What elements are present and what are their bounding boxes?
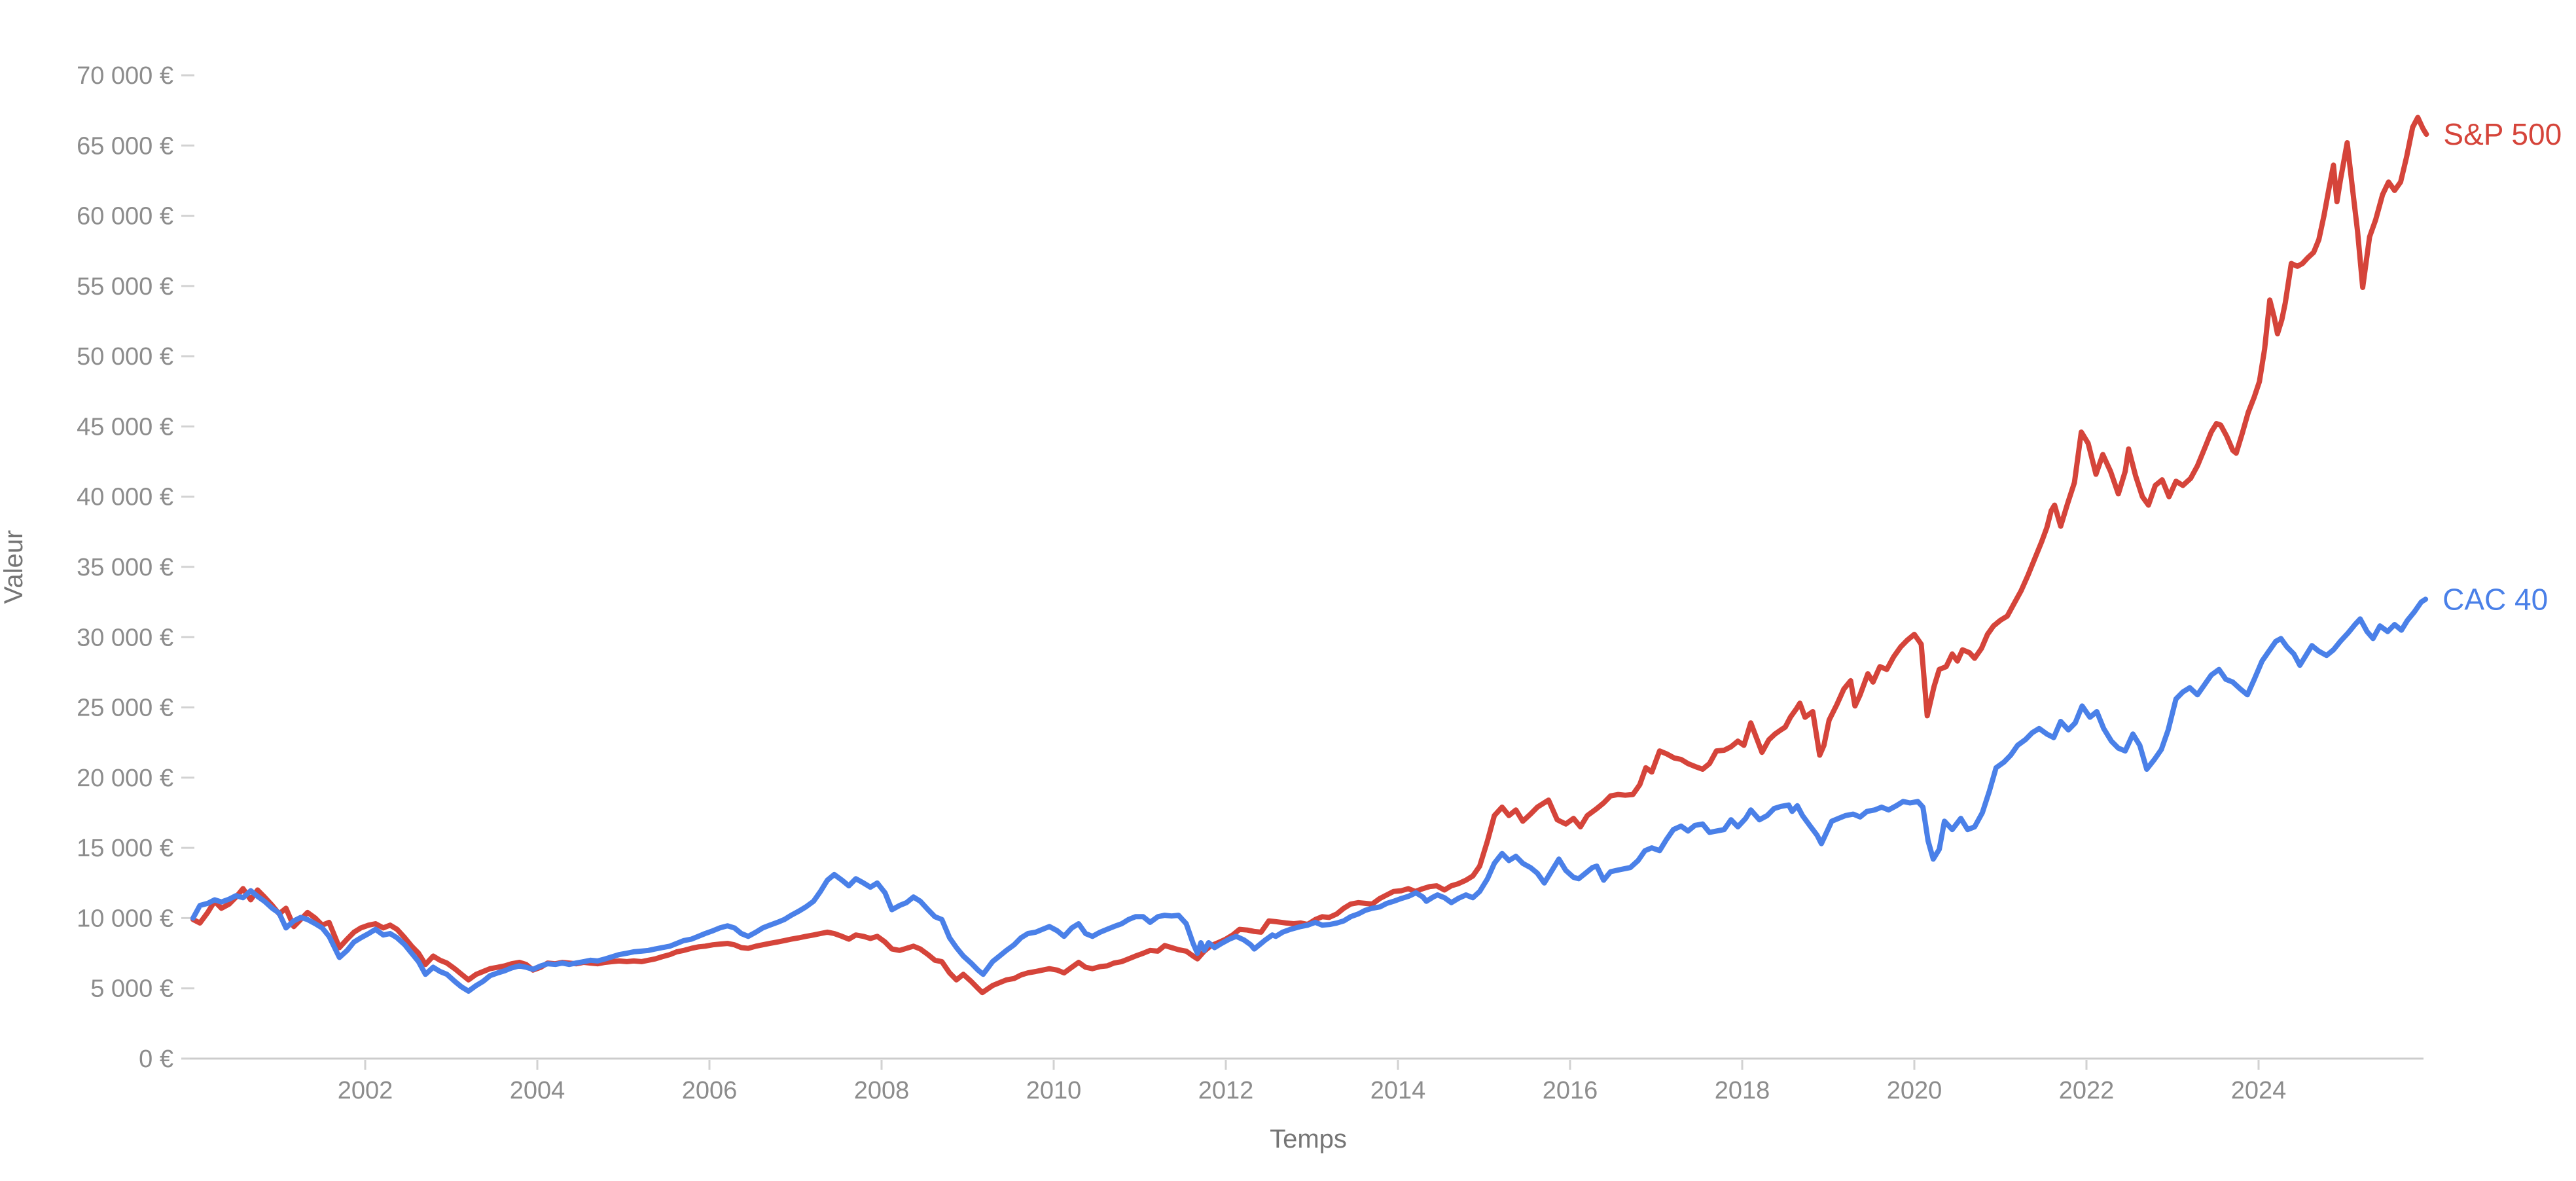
x-tick-label: 2022 [2059,1077,2115,1104]
x-axis: 2002 2004 2006 2008 2010 2012 2014 2016 2018 2020… [338,1060,2287,1104]
x-tick-label: 2024 [2231,1077,2287,1104]
y-tick-label: 55 000 € [77,273,173,300]
y-axis: 0 € 5 000 € 10 000 € 15 000 € 20 000 € 25 000… [77,62,194,1073]
x-tick-label: 2006 [682,1077,738,1104]
cac40-line[interactable] [190,596,2429,994]
y-tick-label: 5 000 € [90,975,173,1003]
y-tick-label: 50 000 € [77,343,173,371]
y-tick-label: 35 000 € [77,554,173,581]
y-tick-label: 10 000 € [77,905,173,932]
y-tick-label: 15 000 € [77,835,173,862]
y-tick-label: 30 000 € [77,624,173,651]
x-tick-label: 2010 [1026,1077,1082,1104]
y-tick-label: 25 000 € [77,695,173,722]
y-tick-label: 60 000 € [77,203,173,230]
series-label-cac40: CAC 40 [2442,582,2548,616]
x-tick-label: 2016 [1543,1077,1598,1104]
y-tick-label: 20 000 € [77,765,173,792]
series-label-sp500: S&P 500 [2443,117,2562,151]
sp500-line[interactable] [190,115,2429,996]
series-lines [190,115,2429,996]
x-tick-label: 2020 [1887,1077,1942,1104]
x-tick-label: 2014 [1370,1077,1426,1104]
x-tick-label: 2018 [1715,1077,1770,1104]
x-tick-label: 2002 [338,1077,393,1104]
y-tick-label: 70 000 € [77,62,173,90]
y-tick-label: 65 000 € [77,132,173,160]
x-tick-label: 2008 [854,1077,910,1104]
y-tick-label: 0 € [139,1045,173,1073]
x-tick-label: 2012 [1198,1077,1254,1104]
y-tick-label: 45 000 € [77,413,173,441]
y-tick-label: 40 000 € [77,484,173,511]
y-axis-title: Valeur [0,530,28,604]
x-axis-title: Temps [1270,1125,1347,1154]
x-tick-label: 2004 [510,1077,565,1104]
